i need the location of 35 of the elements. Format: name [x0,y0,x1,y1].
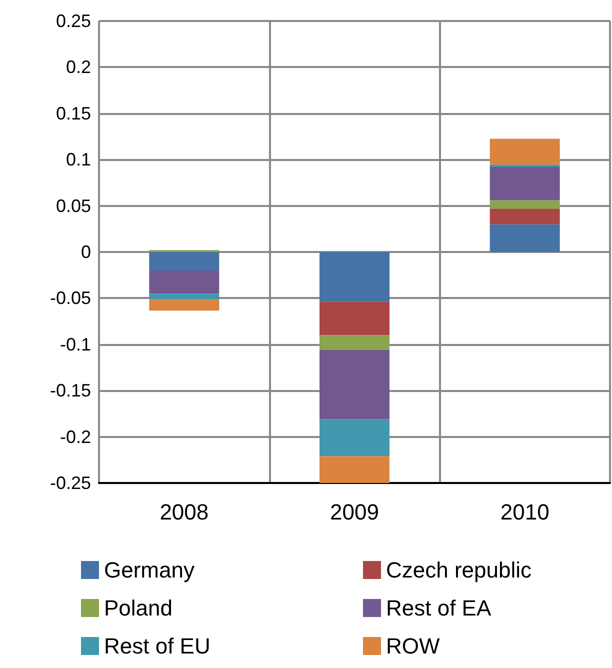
y-tick-label: 0.2 [66,57,91,78]
y-tick-label: 0.25 [56,11,91,31]
legend-label: Germany [104,558,194,582]
bar [490,224,560,252]
bar [490,200,560,209]
y-tick-label: 0.05 [56,196,91,216]
y-tick-label: -0.05 [50,288,91,308]
x-tick-label: 2009 [330,500,379,524]
bar [490,208,560,224]
bar [320,456,390,483]
y-tick-label: 0 [80,242,91,262]
bar [320,350,390,420]
legend-label: Czech republic [386,558,532,582]
y-tick-label: 0.15 [56,103,91,124]
bar [149,300,220,311]
bar [320,419,390,456]
y-tick-label: -0.2 [60,426,91,447]
bar [149,294,220,300]
bar [490,166,560,200]
bar [149,252,220,270]
y-tick-label: 0.1 [66,150,91,170]
bar [490,138,560,165]
legend-label: Poland [104,596,173,620]
bar [320,335,390,350]
bar [149,270,220,294]
legend-label: Rest of EA [386,596,492,620]
x-tick-label: 2008 [160,500,209,524]
y-tick-label: -0.1 [60,334,91,354]
legend-label: ROW [386,634,440,658]
legend-label: Rest of EU [104,634,210,658]
bar [320,302,390,336]
y-tick-label: -0.15 [50,380,91,401]
x-tick-label: 2010 [500,500,550,524]
bar [320,252,390,302]
y-tick-label: -0.25 [50,473,91,493]
